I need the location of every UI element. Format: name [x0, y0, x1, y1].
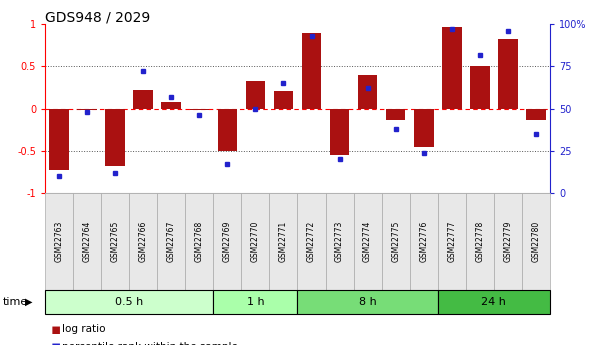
Text: GSM22767: GSM22767 [167, 221, 175, 262]
Text: 0.5 h: 0.5 h [115, 297, 144, 307]
Text: GDS948 / 2029: GDS948 / 2029 [45, 10, 150, 24]
Text: GSM22779: GSM22779 [504, 221, 512, 262]
Bar [273, 91, 293, 109]
Bar [105, 109, 125, 166]
Bar [302, 32, 322, 109]
Text: GSM22768: GSM22768 [195, 221, 204, 262]
Text: time: time [3, 297, 28, 307]
Bar [526, 109, 546, 120]
Text: ▪: ▪ [51, 322, 61, 337]
Text: GSM22771: GSM22771 [279, 221, 288, 262]
Text: GSM22765: GSM22765 [111, 221, 120, 262]
Bar [133, 90, 153, 109]
Text: ▪: ▪ [51, 339, 61, 345]
Text: 24 h: 24 h [481, 297, 506, 307]
Text: GSM22780: GSM22780 [531, 221, 540, 262]
Text: percentile rank within the sample: percentile rank within the sample [62, 342, 238, 345]
Text: GSM22764: GSM22764 [83, 221, 91, 262]
Text: ▶: ▶ [25, 297, 32, 307]
Bar [414, 109, 433, 147]
Bar [442, 27, 462, 109]
Bar [470, 66, 490, 109]
Bar [498, 39, 517, 109]
Text: log ratio: log ratio [62, 325, 105, 334]
Bar [246, 81, 265, 109]
Bar [358, 75, 377, 109]
Text: GSM22769: GSM22769 [223, 221, 232, 262]
Text: GSM22775: GSM22775 [391, 221, 400, 262]
Bar [189, 109, 209, 110]
Text: GSM22777: GSM22777 [447, 221, 456, 262]
Text: GSM22778: GSM22778 [475, 221, 484, 262]
Text: GSM22774: GSM22774 [363, 221, 372, 262]
Text: GSM22766: GSM22766 [139, 221, 148, 262]
Bar [78, 109, 97, 110]
Bar [218, 109, 237, 151]
Bar [49, 109, 69, 169]
Bar [162, 102, 181, 109]
Text: GSM22773: GSM22773 [335, 221, 344, 262]
Text: GSM22772: GSM22772 [307, 221, 316, 262]
Text: GSM22763: GSM22763 [55, 221, 64, 262]
Text: GSM22770: GSM22770 [251, 221, 260, 262]
Text: 8 h: 8 h [359, 297, 376, 307]
Bar [330, 109, 349, 155]
Text: 1 h: 1 h [246, 297, 264, 307]
Bar [386, 109, 406, 120]
Text: GSM22776: GSM22776 [419, 221, 428, 262]
